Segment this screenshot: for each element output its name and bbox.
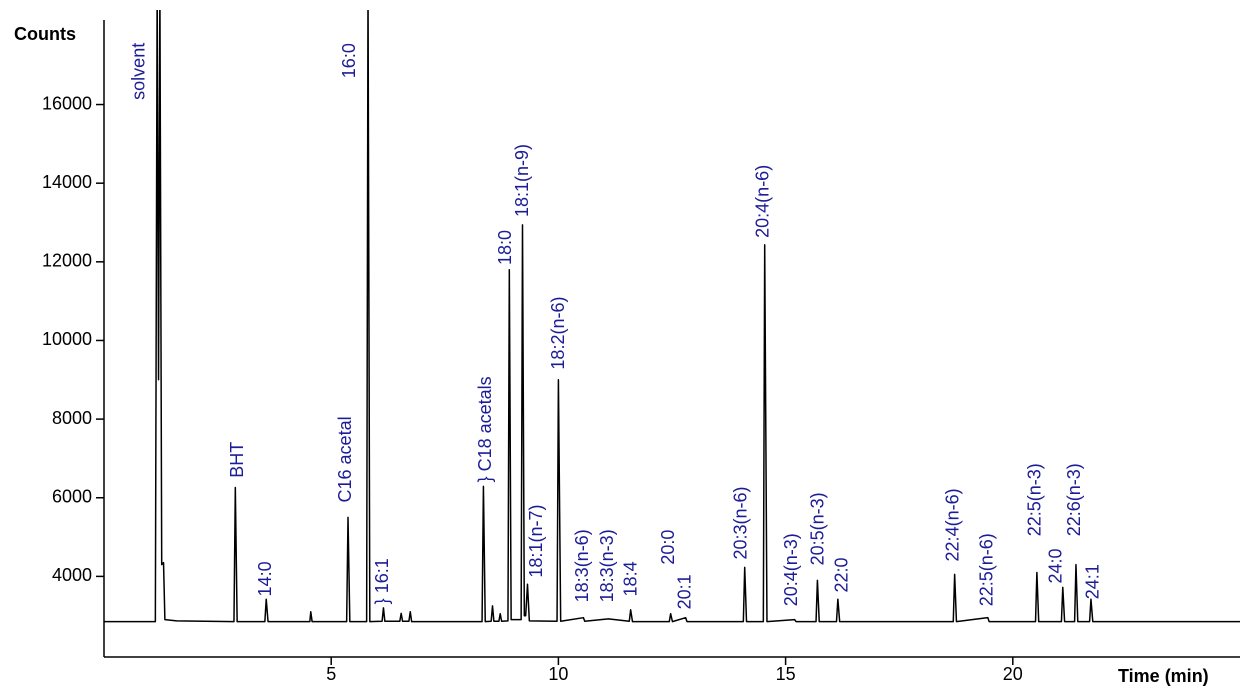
peak-label: 18:1(n-9) bbox=[512, 144, 532, 217]
peak-label: 22:4(n-6) bbox=[942, 488, 962, 561]
peak-label: 20:0 bbox=[658, 530, 678, 565]
peak-label: 22:6(n-3) bbox=[1064, 463, 1084, 536]
y-tick-label: 6000 bbox=[52, 487, 92, 507]
y-tick-label: 14000 bbox=[42, 172, 92, 192]
peak-label: 20:4(n-3) bbox=[781, 533, 801, 606]
peak-label: } 16:1 bbox=[372, 558, 392, 604]
x-tick-label: 20 bbox=[1003, 664, 1023, 684]
peak-label: 18:3(n-6) bbox=[572, 529, 592, 602]
y-tick-label: 16000 bbox=[42, 93, 92, 113]
peak-label: BHT bbox=[227, 442, 247, 478]
x-tick-label: 10 bbox=[548, 664, 568, 684]
peak-label: 24:0 bbox=[1046, 548, 1066, 583]
y-tick-label: 4000 bbox=[52, 565, 92, 585]
peak-label: C16 acetal bbox=[335, 416, 355, 502]
peak-label: 20:1 bbox=[674, 574, 694, 609]
peak-label: 22:0 bbox=[832, 557, 852, 592]
peak-label: 24:1 bbox=[1082, 564, 1102, 599]
peak-label: 20:3(n-6) bbox=[730, 486, 750, 559]
y-axis-title: Counts bbox=[14, 24, 76, 44]
peak-label: 20:5(n-3) bbox=[808, 492, 828, 565]
peak-label: solvent bbox=[129, 43, 149, 100]
peak-label: 20:4(n-6) bbox=[753, 165, 773, 238]
peak-label: 16:0 bbox=[339, 43, 359, 78]
peak-label: 18:0 bbox=[495, 230, 515, 265]
peak-label: 18:4 bbox=[620, 561, 640, 596]
y-tick-label: 12000 bbox=[42, 251, 92, 271]
chromatogram-trace bbox=[104, 10, 1240, 623]
peak-label: 18:3(n-3) bbox=[597, 529, 617, 602]
peak-label: 22:5(n-3) bbox=[1024, 463, 1044, 536]
peak-label: 22:5(n-6) bbox=[977, 533, 997, 606]
peak-label: 18:1(n-7) bbox=[526, 505, 546, 578]
x-axis-title: Time (min) bbox=[1118, 666, 1209, 686]
y-tick-label: 10000 bbox=[42, 329, 92, 349]
peak-label: 18:2(n-6) bbox=[548, 297, 568, 370]
peak-label: 14:0 bbox=[255, 561, 275, 596]
y-tick-label: 8000 bbox=[52, 408, 92, 428]
x-tick-label: 15 bbox=[776, 664, 796, 684]
trace-group bbox=[104, 10, 1240, 623]
peak-label: } C18 acetals bbox=[475, 376, 495, 482]
x-tick-label: 5 bbox=[326, 664, 336, 684]
